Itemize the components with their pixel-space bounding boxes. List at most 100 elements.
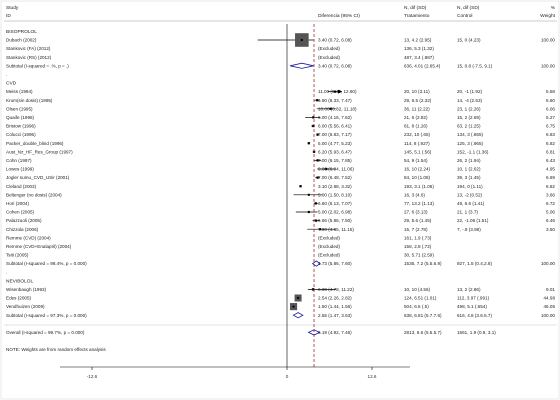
weight-value: 6.43 — [546, 158, 555, 163]
point-estimate — [314, 202, 317, 205]
treatment-value: 232, 10 (.65) — [404, 132, 431, 137]
study-label: Cleland (2003) — [6, 184, 37, 189]
study-label: Edes (2005) — [6, 296, 31, 301]
header-n-treatment: N, dif (SD) — [404, 5, 427, 11]
control-value: 49, 6.6 (1.41) — [457, 201, 485, 206]
study-label: Bristow (1996) — [6, 124, 36, 129]
ci-label: 3.40 (0.72, 6.08) — [318, 38, 352, 43]
treatment-value: 84, 10 (1.08) — [404, 175, 431, 180]
study-label: Remme (CVD+Enalapril) (2004) — [6, 244, 72, 249]
ci-label: 6.00 (4.16, 7.62) — [318, 115, 352, 120]
ci-label: 3.10 (2.88, 3.32) — [318, 184, 352, 189]
ci-label: (Excluded) — [318, 253, 340, 258]
weight-value: 100.00 — [541, 38, 555, 43]
control-value: 125, 3 (.965) — [457, 141, 484, 146]
weight-value: 100.00 — [541, 261, 555, 266]
control-value: 1561, 1.9 (0.9, 3.1) — [457, 330, 496, 335]
treatment-value: 158, 2.8 (.72) — [404, 244, 432, 249]
ci-label: 6.66 (5.86, 7.50) — [318, 218, 352, 223]
ci-label: 9.00 (6.94, 11.06) — [318, 167, 354, 172]
treatment-value: 16, 10 (2.24) — [404, 167, 431, 172]
header-effect-size: Diferencia (95% CI) — [318, 13, 360, 19]
weight-value: 5.27 — [546, 115, 555, 120]
control-value: 14, -4 (2.53) — [457, 98, 482, 103]
weight-value: 9.01 — [546, 287, 555, 292]
control-value: 498, 5.1 (.654) — [457, 304, 487, 309]
treatment-value: 81, 8 (1.26) — [404, 124, 428, 129]
control-value: 26, 2 (1.94) — [457, 158, 481, 163]
point-estimate — [316, 159, 319, 162]
point-estimate — [316, 176, 319, 179]
treatment-value: 21, 6 (2.82) — [404, 115, 428, 120]
ci-label: 6.73 (5.86, 7.60) — [318, 261, 352, 266]
x-tick-label: 12.6 — [368, 374, 377, 379]
control-value: 10, 1 (2.62) — [457, 167, 481, 172]
control-value: 194, 0 (1.11) — [457, 184, 483, 189]
control-value: 23, 1 (2.26) — [457, 106, 481, 111]
ci-label: (Excluded) — [318, 235, 340, 240]
control-value: 39, 3 (1.45) — [457, 175, 481, 180]
control-value: 13, 2 (2.86) — [457, 287, 481, 292]
header-id: ID — [6, 13, 11, 19]
weight-value: 6.83 — [546, 132, 555, 137]
ci-label: 7.90 (4.65, 11.15) — [318, 227, 354, 232]
point-estimate — [307, 193, 310, 196]
ci-label: 1.50 (1.44, 1.56) — [318, 304, 352, 309]
treatment-value: 36, 11 (2.22) — [404, 106, 430, 111]
ci-label: 7.00 (6.83, 7.17) — [318, 132, 352, 137]
point-estimate — [314, 219, 318, 222]
ci-label: 10.00 (6.82, 11.18) — [318, 106, 357, 111]
study-label: Cohen (2005) — [6, 210, 35, 215]
header-study: Study — [6, 5, 19, 11]
ci-label: 3.40 (0.72, 6.08) — [318, 63, 352, 68]
ci-label: 6.60 (6.13, 7.07) — [318, 201, 352, 206]
ci-label: 7.00 (6.15, 7.85) — [318, 158, 352, 163]
study-label: Chizzola (2006) — [6, 227, 39, 232]
control-value: 15, 0.8 (-7.5, 9.1) — [457, 63, 493, 68]
point-estimate — [325, 167, 328, 171]
weight-value: 5.58 — [546, 89, 555, 94]
weight-value: 3.50 — [546, 227, 555, 232]
treatment-value: 1536, 7.2 (5.5.6.9) — [404, 261, 442, 266]
header-weight: Weight — [540, 13, 556, 19]
study-label: Aust_Nz_HF_Res_Group (1997) — [6, 149, 73, 154]
treatment-value: 10, 10 (4.56) — [404, 287, 431, 292]
treatment-value: 504, 6.5 (.5) — [404, 304, 429, 309]
spacer-label: . — [6, 321, 7, 326]
weight-value: 6.81 — [546, 149, 555, 154]
weight-value: 6.75 — [546, 124, 555, 129]
weight-value: 4.95 — [546, 167, 555, 172]
study-label: Jogler sumu_CVD_USir (2001) — [6, 175, 70, 180]
study-label: Hori (2004) — [6, 201, 29, 206]
treatment-value: 487, 3.4 (.887) — [404, 55, 434, 60]
control-value: 927, 1.5 (0.4,2.8) — [457, 261, 492, 266]
treatment-value: 161, 1.9 (.73) — [404, 235, 432, 240]
weight-value: 100.00 — [541, 313, 555, 318]
point-estimate — [316, 133, 319, 136]
subtotal-diamond — [311, 260, 321, 267]
ci-label: 6.00 (4.78, 11.22) — [318, 287, 354, 292]
study-label: Wisenbaugh (1993) — [6, 287, 47, 292]
control-value: 7, -.9 (3.98) — [457, 227, 481, 232]
ci-arrow — [338, 89, 342, 94]
weight-value: 100.00 — [541, 63, 555, 68]
ci-label: 6.00 (5.56, 6.41) — [318, 124, 352, 129]
treatment-value: 114, 8 (.927) — [404, 141, 430, 146]
point-estimate — [333, 90, 337, 93]
point-estimate — [299, 185, 302, 188]
header-n-control: N, dif (SD) — [457, 5, 480, 11]
weight-value: 46.05 — [544, 304, 556, 309]
treatment-value: 124, 6.51 (1.01) — [404, 296, 437, 301]
weight-value: 6.82 — [546, 141, 555, 146]
weight-value: 6.69 — [546, 175, 555, 180]
ci-label: (Excluded) — [318, 55, 340, 60]
treatment-value: 13, 4.2 (2.95) — [404, 38, 432, 43]
control-value: 21, 1 (3.7) — [457, 210, 478, 215]
header-percent: % — [551, 5, 556, 11]
point-estimate — [300, 38, 303, 42]
point-estimate — [316, 99, 319, 102]
overall-diamond — [307, 329, 321, 336]
weight-value: 6.46 — [546, 218, 555, 223]
treatment-value: 145, 5.1 (.56) — [404, 149, 432, 154]
